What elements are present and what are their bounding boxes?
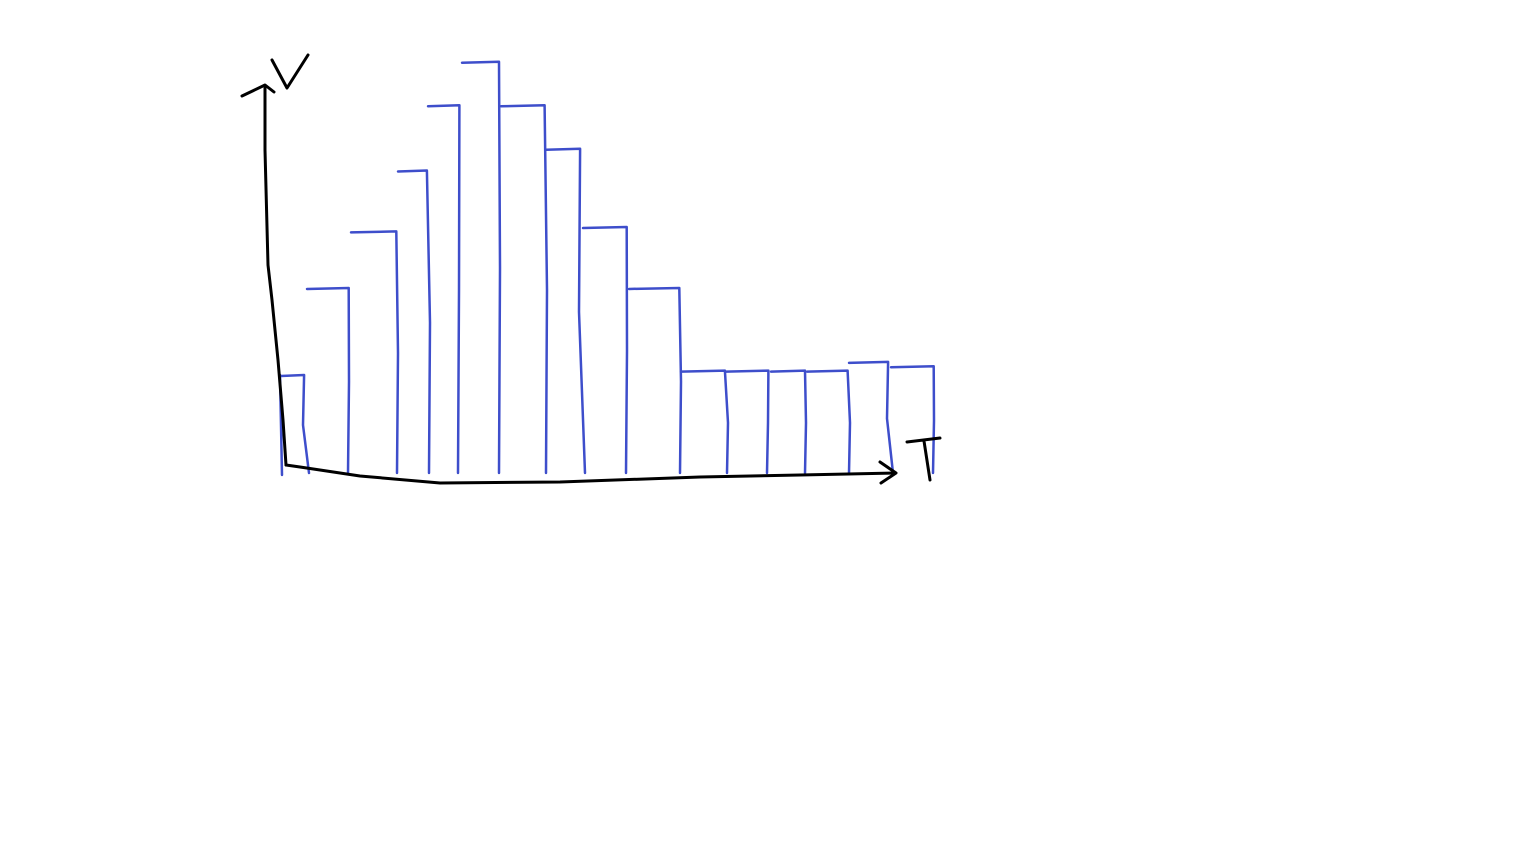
bar-10: [627, 286, 683, 475]
bars-group: [278, 60, 936, 477]
bar-7: [499, 104, 549, 475]
bar-2: [305, 286, 351, 475]
bar-11: [679, 369, 730, 475]
bar-4: [396, 169, 432, 475]
y-axis-arrowhead: [240, 83, 276, 98]
bar-3: [349, 230, 400, 475]
bar-6: [460, 60, 502, 475]
x-axis: [284, 463, 895, 485]
bar-15: [847, 360, 895, 475]
bar-13: [769, 369, 808, 475]
x-axis-arrowhead: [878, 460, 898, 485]
y-axis: [263, 86, 288, 467]
bar-8: [544, 147, 587, 475]
bar-16: [889, 365, 936, 475]
bar-14: [805, 369, 852, 475]
bar-5: [426, 104, 461, 475]
bar-9: [581, 225, 629, 475]
bar-1: [279, 373, 311, 475]
y-axis-label: [270, 53, 310, 90]
x-axis-label: [905, 436, 942, 482]
bar-12: [724, 369, 770, 475]
